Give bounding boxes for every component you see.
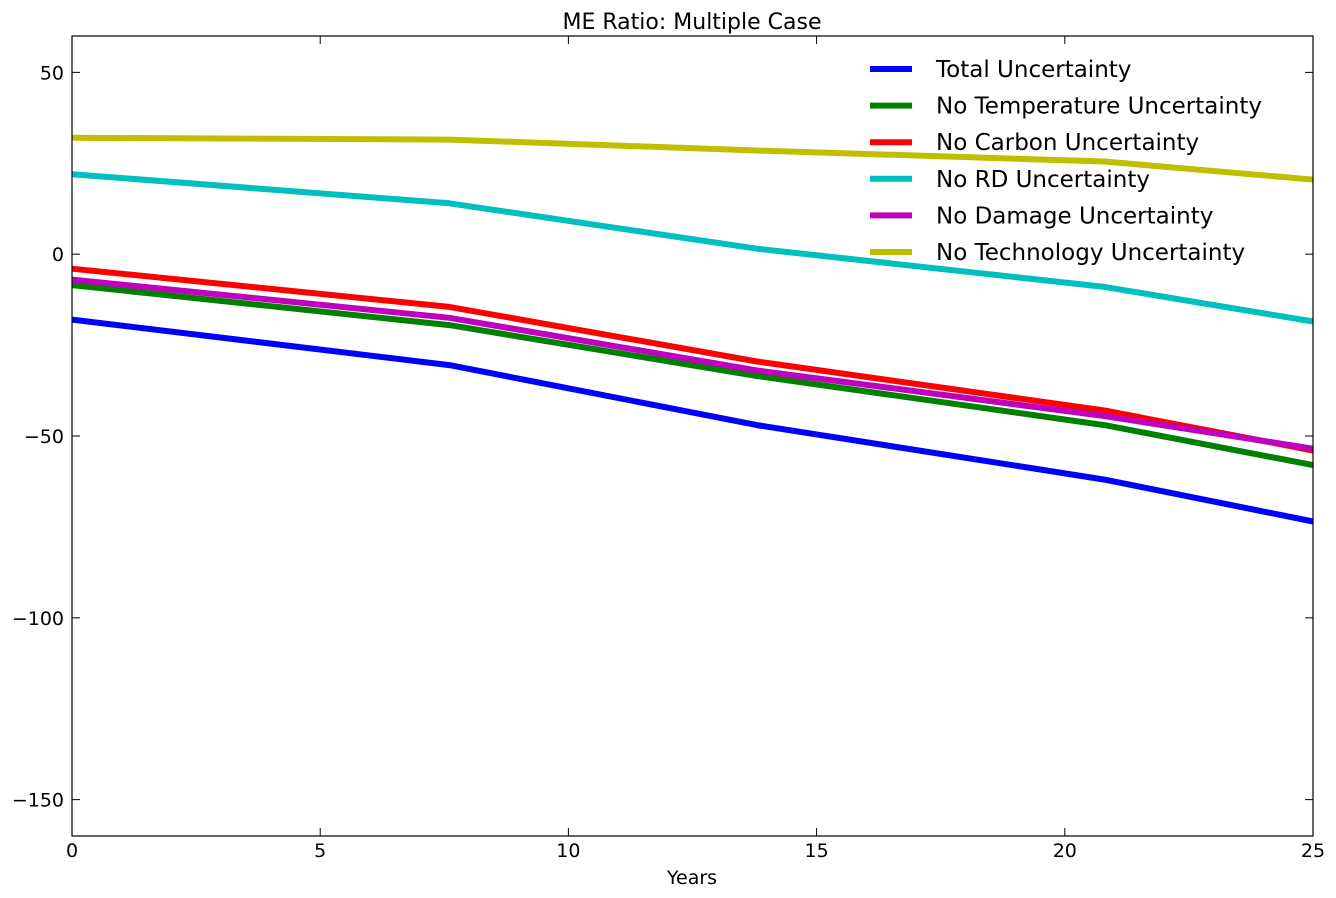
x-axis-label: Years (666, 867, 717, 889)
y-tick-label: −100 (12, 608, 64, 630)
chart-title: ME Ratio: Multiple Case (563, 10, 822, 35)
plot-lines (71, 134, 1314, 525)
x-tick-label: 10 (556, 840, 580, 862)
legend-label-1: No Temperature Uncertainty (936, 94, 1262, 120)
x-tick-label: 15 (805, 840, 829, 862)
series-line-0 (71, 316, 1314, 525)
series-line-3 (71, 171, 1314, 325)
legend: Total Uncertainty No Temperature Uncertai… (870, 57, 1262, 266)
legend-label-3: No RD Uncertainty (936, 167, 1150, 193)
legend-label-5: No Technology Uncertainty (936, 240, 1245, 266)
legend-label-4: No Damage Uncertainty (936, 203, 1213, 229)
y-tick-label: −150 (12, 790, 64, 812)
plot-frame (71, 35, 1314, 837)
series-line-4 (71, 276, 1314, 452)
series-line-2 (71, 265, 1314, 454)
y-tick-label: −50 (24, 426, 64, 448)
series-line-1 (71, 282, 1314, 469)
series-line-5 (71, 134, 1314, 183)
x-tick-label: 20 (1053, 840, 1077, 862)
x-tick-label: 5 (314, 840, 326, 862)
legend-label-2: No Carbon Uncertainty (936, 130, 1199, 156)
x-tick-label: 0 (66, 840, 78, 862)
axes-ticks: 0 5 10 15 20 25 50 0 −50 −100 −150 (12, 36, 1325, 862)
x-tick-label: 25 (1301, 840, 1325, 862)
legend-label-0: Total Uncertainty (935, 57, 1131, 83)
y-tick-label: 0 (52, 244, 64, 266)
y-tick-label: 50 (40, 62, 64, 84)
